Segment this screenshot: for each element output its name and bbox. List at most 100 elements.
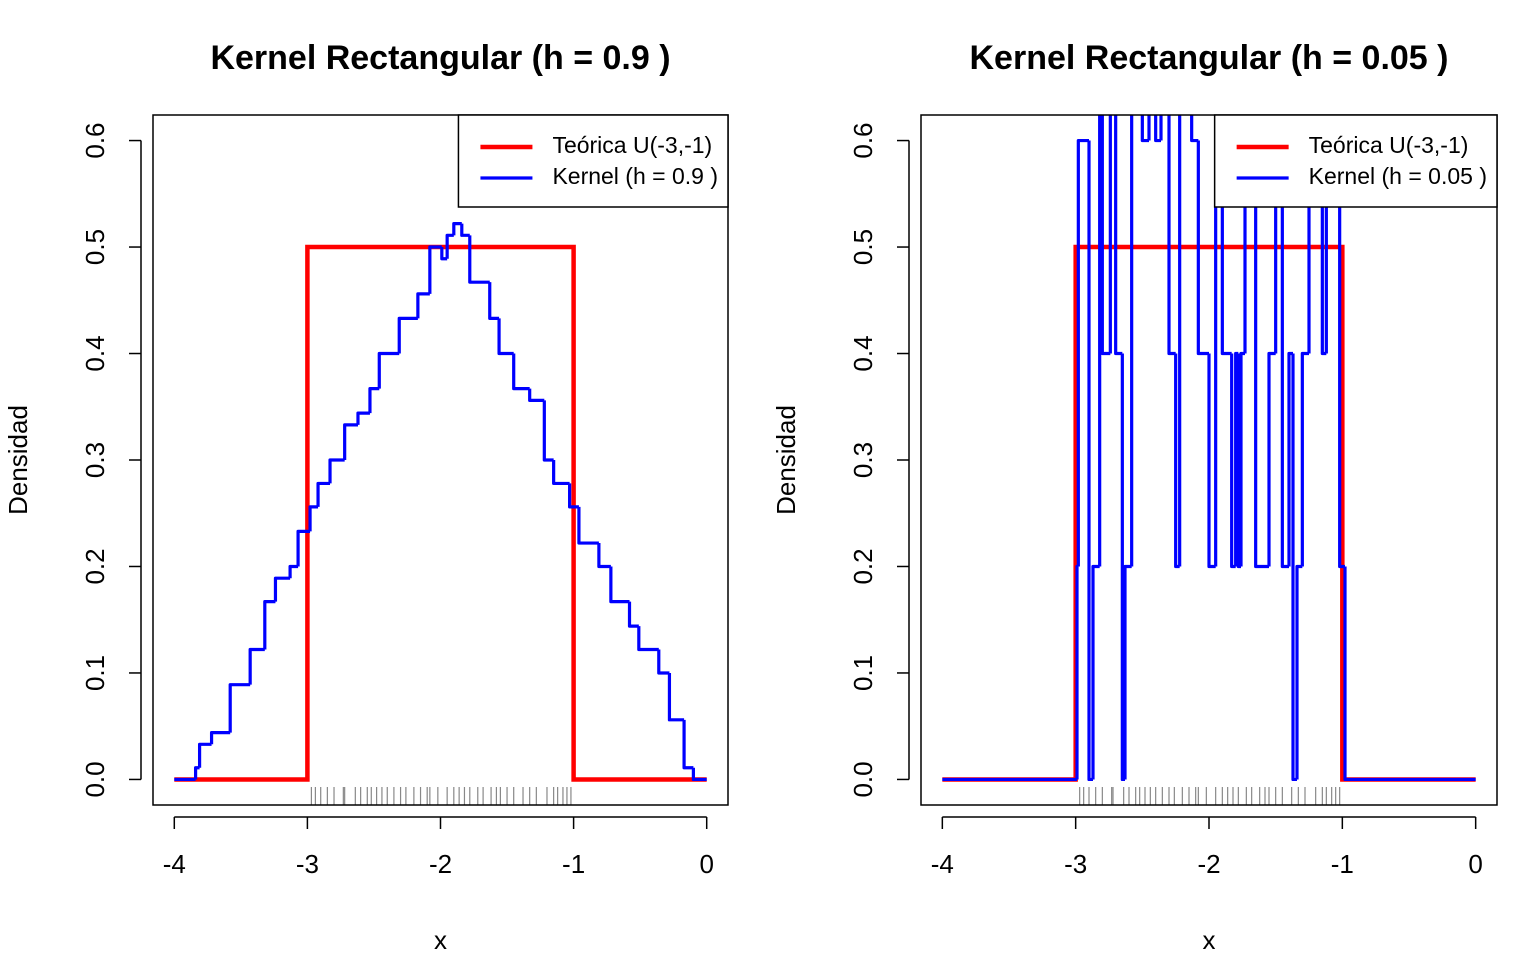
y-tick-label: 0.2	[80, 548, 110, 584]
kernel-step	[568, 483, 579, 509]
kernel-step	[1236, 353, 1241, 569]
y-tick-label: 0.6	[848, 122, 878, 158]
kernel-step	[428, 245, 442, 294]
kernel-step	[263, 600, 276, 650]
kernel-step	[542, 400, 554, 462]
kernel-step	[248, 647, 265, 685]
y-tick-label: 0.1	[848, 655, 878, 691]
kernel-step	[377, 351, 400, 389]
kernel-step	[452, 222, 462, 236]
kernel-step	[209, 730, 231, 745]
kernel-step	[1091, 564, 1100, 780]
y-tick-label: 0.0	[848, 761, 878, 797]
x-tick-label: -1	[562, 849, 585, 879]
kernel-step	[1100, 115, 1111, 356]
kernel-step	[1075, 564, 1079, 780]
plot-area	[174, 222, 707, 782]
kernel-step	[1207, 353, 1216, 569]
kernel-step	[445, 233, 454, 259]
plot-frame	[920, 114, 1498, 806]
x-tick-label: -4	[163, 849, 186, 879]
x-tick-label: -3	[1064, 849, 1087, 879]
x-tick-label: -4	[931, 849, 954, 879]
y-axis-label: Densidad	[771, 405, 801, 515]
kernel-step	[1196, 140, 1209, 356]
kernel-step	[368, 387, 380, 414]
kernel-step	[343, 423, 358, 460]
kernel-step	[488, 282, 500, 320]
kernel-step	[1123, 564, 1132, 780]
y-tick-label: 0.0	[80, 761, 110, 797]
kernel-step	[397, 316, 418, 354]
kernel-step	[228, 683, 251, 733]
kernel-step	[691, 767, 707, 782]
legend-label: Kernel (h = 0.9 )	[552, 163, 718, 189]
kernel-step	[1239, 351, 1245, 567]
kernel-step	[1280, 140, 1289, 569]
kernel-step	[667, 672, 685, 722]
y-tick-label: 0.2	[848, 548, 878, 584]
y-axis-label: Densidad	[3, 405, 33, 515]
kernel-step	[193, 766, 200, 780]
kernel-step	[497, 318, 514, 356]
kernel-step	[273, 576, 291, 602]
legend-label: Teórica U(-3,-1)	[552, 132, 712, 158]
kernel-step	[1108, 115, 1112, 354]
kernel-step	[597, 543, 611, 569]
x-tick-label: 0	[699, 849, 713, 879]
kernel-step	[1098, 115, 1102, 567]
kernel-step	[657, 649, 670, 675]
legend: Teórica U(-3,-1) Kernel (h = 0.05 )	[1213, 114, 1498, 208]
x-tick-label: -2	[429, 849, 452, 879]
legend-label: Kernel (h = 0.05 )	[1309, 163, 1487, 189]
panel: Kernel Rectangular (h = 0.9 ) x Densidad -4…	[3, 39, 729, 955]
kernel-step	[328, 458, 345, 484]
x-axis-label: x	[1203, 925, 1216, 955]
kernel-step	[627, 601, 639, 628]
x-tick-label: 0	[1468, 849, 1482, 879]
kernel-step	[288, 564, 299, 579]
y-tick-label: 0.4	[80, 335, 110, 371]
kernel-step	[1320, 140, 1327, 356]
kernel-step	[1076, 138, 1089, 567]
kernel-step	[512, 353, 530, 391]
kernel-step	[1338, 140, 1345, 569]
legend-box	[457, 114, 729, 208]
chart-title: Kernel Rectangular (h = 0.9 )	[210, 39, 670, 77]
chart-title: Kernel Rectangular (h = 0.05 )	[970, 39, 1449, 77]
kernel-step	[528, 388, 545, 402]
legend-box	[1213, 114, 1498, 208]
kernel-step	[1220, 140, 1232, 356]
kernel-step	[1114, 115, 1123, 356]
kernel-step	[1343, 566, 1476, 782]
y-tick-label: 0.4	[848, 335, 878, 371]
plot-frame	[152, 114, 729, 806]
kernel-step	[1178, 115, 1182, 567]
kernel-step	[609, 566, 630, 604]
panel: Kernel Rectangular (h = 0.05 ) x Densidad -…	[771, 39, 1498, 955]
kernel-step	[1154, 115, 1161, 143]
kernel-step	[468, 235, 490, 284]
kernel-step	[682, 719, 694, 770]
x-tick-label: -1	[1331, 849, 1354, 879]
kernel-step	[577, 506, 599, 545]
y-tick-label: 0.5	[80, 229, 110, 265]
kernel-step	[197, 742, 212, 768]
kernel-step	[1167, 115, 1176, 356]
y-tick-label: 0.3	[848, 442, 878, 478]
kernel-step	[1230, 353, 1236, 569]
kernel-step	[637, 626, 659, 652]
kernel-step	[1300, 351, 1309, 567]
x-tick-label: -3	[296, 849, 319, 879]
y-tick-label: 0.5	[848, 229, 878, 265]
density-line	[174, 244, 707, 782]
kernel-step	[1190, 115, 1199, 143]
kernel-step	[1130, 115, 1134, 567]
kernel-step	[552, 460, 570, 486]
kernel-step	[356, 411, 370, 425]
kernel-step	[1267, 351, 1276, 567]
x-axis-label: x	[434, 925, 447, 955]
kernel-step	[1140, 115, 1149, 143]
kernel-step	[1295, 564, 1303, 780]
kernel-step	[308, 505, 319, 532]
